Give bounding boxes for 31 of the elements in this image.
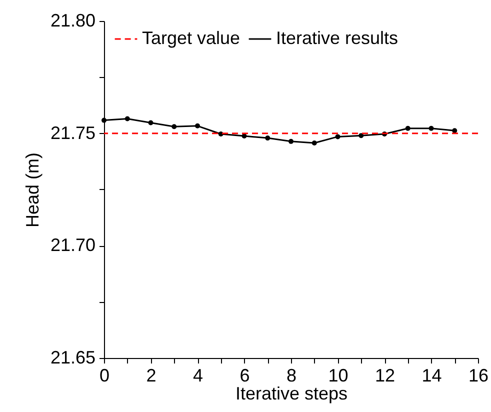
point [195, 123, 200, 128]
y-tick-label: 21.70 [50, 235, 96, 256]
point [288, 138, 294, 144]
x-tick-label: 10 [328, 366, 348, 386]
x-tick-label: 16 [468, 366, 489, 386]
point [312, 140, 317, 146]
y-axis-title: Head (m) [22, 152, 42, 228]
legend-label: Iterative results [276, 28, 398, 48]
point [148, 120, 154, 126]
x-tick-label: 6 [240, 366, 250, 386]
x-tick-label: 0 [99, 366, 110, 386]
x-tick-label: 2 [146, 366, 156, 386]
y-tick-label: 21.80 [50, 10, 96, 30]
point [335, 134, 340, 140]
point [124, 116, 130, 122]
point [452, 128, 458, 134]
y-tick-label: 21.75 [50, 122, 96, 143]
point [428, 126, 434, 131]
y-tick-label: 21.65 [50, 348, 96, 368]
x-tick-label: 4 [192, 366, 204, 386]
x-tick-label: 14 [422, 366, 442, 386]
x-tick-label: 12 [374, 366, 396, 386]
point [358, 133, 364, 138]
point [172, 124, 177, 130]
legend-label: Target value [142, 28, 240, 48]
x-tick-label: 8 [286, 366, 297, 386]
point [405, 126, 410, 131]
point [242, 134, 247, 139]
point [102, 118, 106, 123]
point [265, 136, 270, 141]
x-axis-title: Iterative steps [235, 384, 348, 404]
